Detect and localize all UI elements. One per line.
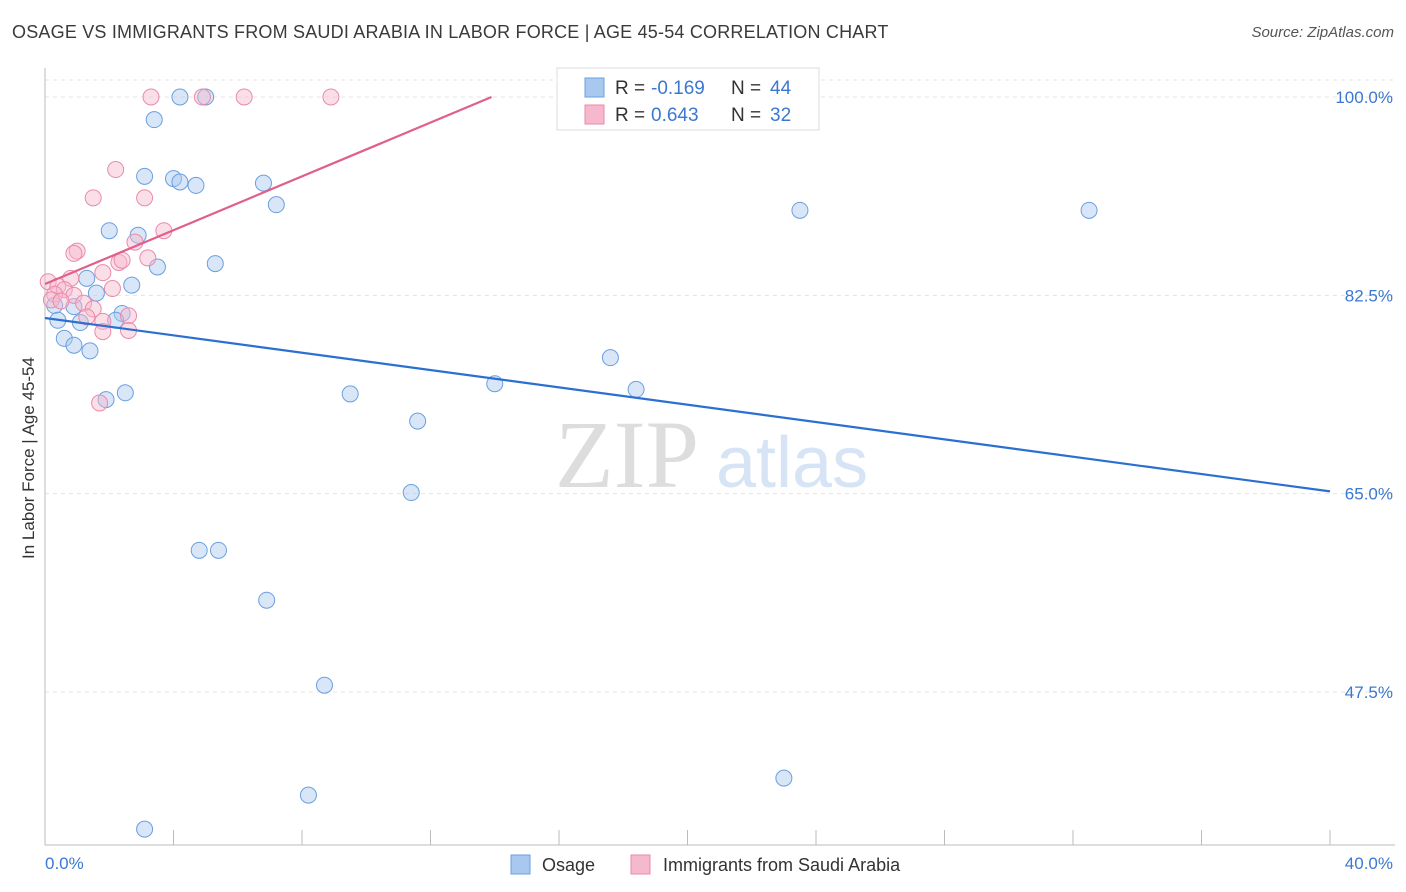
saudi-point [235,88,253,106]
legend-n-value: 44 [770,78,792,99]
saudi-point [142,88,160,106]
legend-swatch [584,104,605,125]
legend-n-label: N = [731,78,761,99]
osage-point [116,384,134,402]
saudi-point [55,281,73,299]
legend-correlation: R = -0.169 N = 44 R = 0.643 N = 32 [556,67,820,131]
saudi-point [322,88,340,106]
saudi-point [52,292,70,310]
y-axis-label: In Labor Force | Age 45-54 [19,357,38,559]
saudi-point [110,253,128,271]
osage-point [145,111,163,129]
grid-lines [45,79,1395,693]
osage-point [171,88,189,106]
legend-swatch-saudi [630,854,651,875]
osage-point [1080,201,1098,219]
osage-point [65,336,83,354]
osage-point [136,167,154,185]
watermark: ZIP atlas [555,401,868,508]
legend-r-label: R = [615,105,645,126]
osage-point [81,342,99,360]
osage-point [123,276,141,294]
legend-swatch-osage [510,854,531,875]
osage-point [136,820,154,838]
legend-r-value: 0.643 [651,105,699,126]
osage-point [775,769,793,787]
osage-point [315,676,333,694]
legend-swatch [584,77,605,98]
data-points [39,88,1098,838]
osage-point [627,380,645,398]
legend-r-value: -0.169 [651,78,705,99]
osage-point [299,786,317,804]
osage-point [402,484,420,502]
saudi-point [75,294,93,312]
osage-point [55,329,73,347]
trend-lines [44,95,1331,493]
saudi-point [107,161,125,179]
osage-point [206,255,224,273]
saudi-point [120,307,138,325]
saudi-point [94,323,112,341]
saudi-point [65,244,83,262]
axes [44,68,1395,846]
x-tick-label: 40.0% [1345,854,1393,873]
legend-n-label: N = [731,105,761,126]
osage-point [409,412,427,430]
osage-point [267,196,285,214]
x-tick-labels: 0.0% 40.0% [45,854,1393,873]
saudi-point [78,308,96,326]
osage-point [100,222,118,240]
osage-point [187,176,205,194]
saudi-point [136,189,154,207]
osage-point [209,541,227,559]
osage-point [78,269,96,287]
y-tick-label: 100.0% [1335,88,1393,107]
saudi-point [193,88,211,106]
y-tick-label: 65.0% [1345,485,1393,504]
saudi-trend-line [44,95,492,286]
source-credit: Source: ZipAtlas.com [1251,24,1394,41]
osage-point [171,173,189,191]
saudi-point [103,280,121,298]
legend-series: Osage Immigrants from Saudi Arabia [510,854,901,875]
y-tick-labels: 100.0% 82.5% 65.0% 47.5% [1335,88,1393,702]
osage-point [190,541,208,559]
osage-point [341,385,359,403]
legend-label-saudi: Immigrants from Saudi Arabia [663,855,901,875]
osage-point [791,201,809,219]
osage-trend-line [44,316,1331,493]
legend-r-label: R = [615,78,645,99]
osage-point [601,349,619,367]
saudi-point [46,285,64,303]
osage-point [254,174,272,192]
saudi-point [68,242,86,260]
saudi-point [91,394,109,412]
saudi-point [84,189,102,207]
osage-point [113,304,131,322]
x-tick-label: 0.0% [45,854,84,873]
osage-point [87,284,105,302]
chart-title: OSAGE VS IMMIGRANTS FROM SAUDI ARABIA IN… [12,22,889,42]
watermark-atlas: atlas [716,423,868,503]
legend-n-value: 32 [770,105,791,126]
y-tick-label: 47.5% [1345,683,1393,702]
y-tick-label: 82.5% [1345,286,1393,305]
osage-point [258,591,276,609]
saudi-point [139,249,157,267]
saudi-point [94,264,112,282]
watermark-zip: ZIP [555,401,699,508]
legend-label-osage: Osage [542,855,595,875]
